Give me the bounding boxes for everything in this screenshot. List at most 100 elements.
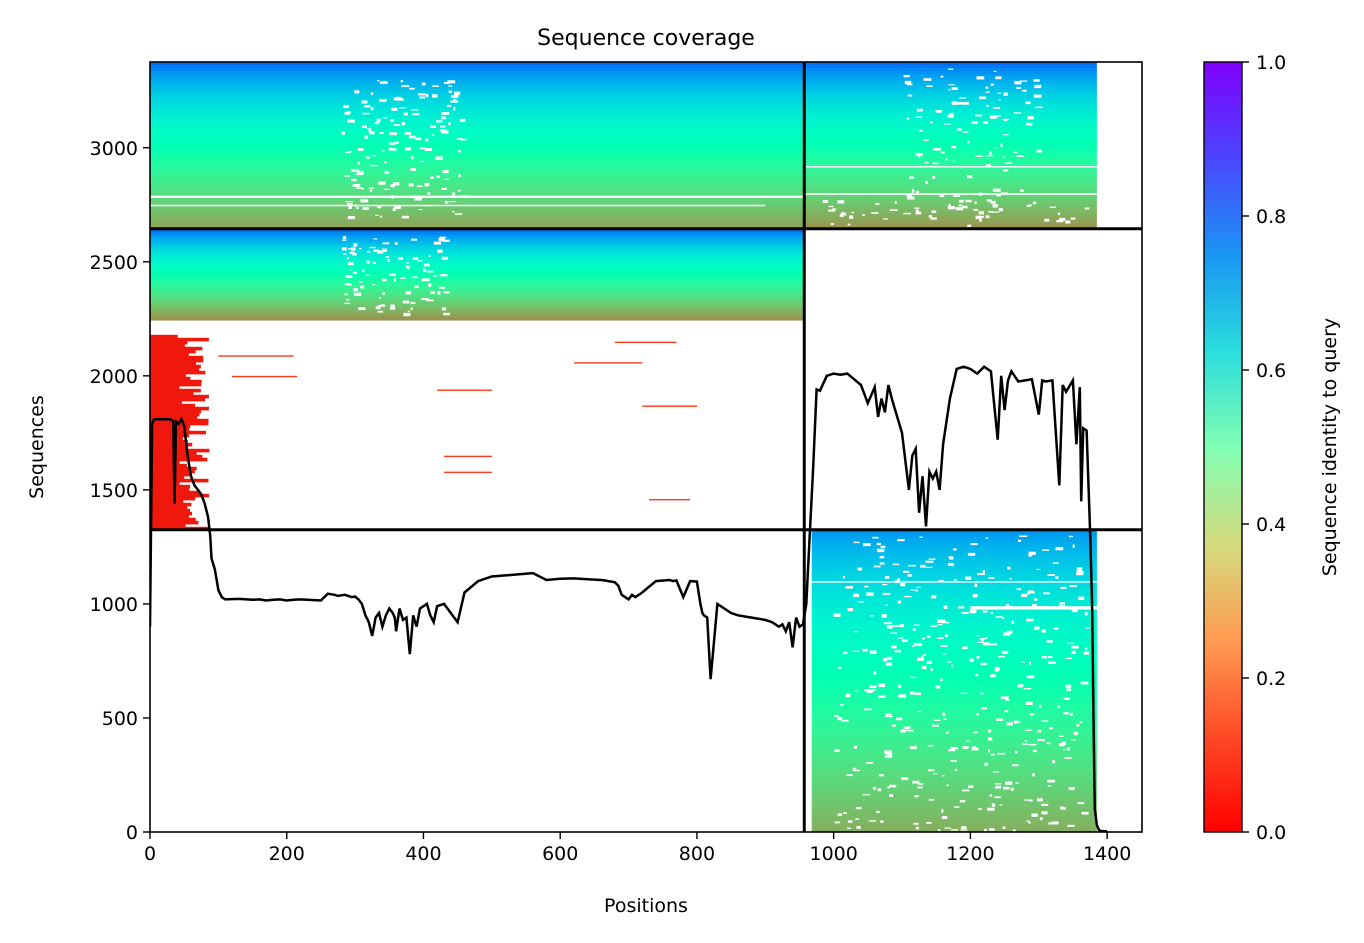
msa-gap xyxy=(990,83,994,86)
msa-row xyxy=(150,118,805,123)
msa-row xyxy=(804,85,1097,90)
msa-gap xyxy=(1041,629,1046,633)
msa-row xyxy=(804,139,1097,143)
msa-gap xyxy=(443,312,450,316)
msa-gap xyxy=(987,807,995,811)
msa-gap xyxy=(908,564,917,567)
msa-gap xyxy=(394,205,401,209)
msa-gap xyxy=(389,132,397,136)
msa-gap xyxy=(408,135,416,139)
msa-gap xyxy=(382,116,388,119)
msa-gap xyxy=(882,592,891,596)
msa-row xyxy=(150,184,805,188)
msa-gap xyxy=(935,685,941,689)
msa-row xyxy=(150,201,805,206)
msa-gap xyxy=(414,197,422,201)
msa-row xyxy=(811,598,1097,603)
msa-gap xyxy=(352,253,357,256)
msa-gap xyxy=(897,684,902,688)
msa-row xyxy=(150,433,189,438)
msa-row xyxy=(811,631,1097,636)
msa-gap xyxy=(354,90,360,94)
msa-gap xyxy=(1063,749,1067,751)
msa-gap xyxy=(380,304,386,307)
msa-gap xyxy=(1049,206,1056,208)
msa-row xyxy=(811,601,1097,606)
msa-row xyxy=(150,76,805,81)
msa-gap xyxy=(1002,632,1011,636)
msa-row xyxy=(150,151,805,155)
msa-row xyxy=(150,121,805,126)
msa-fragment xyxy=(573,362,643,364)
msa-row xyxy=(150,463,187,468)
msa-gap xyxy=(1043,592,1050,595)
msa-gap xyxy=(1025,729,1032,732)
msa-gap xyxy=(962,131,969,133)
msa-gap xyxy=(978,211,984,215)
msa-gap xyxy=(1017,539,1022,542)
msa-gap xyxy=(962,646,968,650)
msa-gap xyxy=(390,304,395,308)
msa-gap xyxy=(344,283,352,286)
msa-gap xyxy=(909,691,914,695)
msa-gap xyxy=(913,822,919,825)
msa-row xyxy=(811,796,1097,800)
msa-gap xyxy=(994,796,1001,799)
x-tick-label: 0 xyxy=(144,843,156,865)
msa-gap xyxy=(856,826,861,829)
msa-row xyxy=(150,337,209,342)
msa-gap xyxy=(348,248,352,250)
msa-gap xyxy=(1072,609,1078,613)
msa-gap xyxy=(446,104,451,108)
msa-gap xyxy=(433,241,442,245)
msa-gap xyxy=(941,809,944,813)
msa-row xyxy=(804,210,1097,215)
msa-row xyxy=(811,754,1097,758)
msa-gap xyxy=(991,803,996,807)
msa-gap xyxy=(845,586,854,589)
msa-row xyxy=(804,219,1097,224)
msa-gap xyxy=(374,122,380,125)
msa-row xyxy=(150,382,202,387)
msa-gap xyxy=(1037,730,1042,733)
msa-gap xyxy=(1058,742,1065,747)
msa-gap xyxy=(958,199,964,203)
msa-gap xyxy=(880,820,884,823)
msa-gap xyxy=(1051,821,1059,825)
msa-gap xyxy=(927,745,934,747)
msa-gap xyxy=(362,207,369,210)
msa-gap xyxy=(822,199,828,204)
msa-gap xyxy=(1076,571,1084,575)
msa-gap xyxy=(900,729,906,733)
msa-gap xyxy=(1076,724,1080,727)
msa-gap xyxy=(393,182,400,186)
msa-gap xyxy=(349,269,353,271)
msa-row xyxy=(150,256,805,260)
msa-gap xyxy=(907,94,913,97)
msa-gap xyxy=(942,653,947,655)
msa-row xyxy=(150,412,200,417)
msa-gap xyxy=(352,271,357,274)
msa-row xyxy=(804,178,1097,182)
msa-gap xyxy=(381,150,385,152)
msa-gap xyxy=(855,690,859,692)
msa-gap xyxy=(938,579,944,582)
msa-gap xyxy=(419,96,426,99)
msa-gap xyxy=(944,634,948,638)
msa-row xyxy=(150,340,188,345)
msa-row xyxy=(150,391,194,396)
msa-gap xyxy=(840,213,847,216)
msa-gap xyxy=(869,615,874,617)
msa-row xyxy=(150,280,805,285)
msa-gap xyxy=(951,145,957,149)
msa-gap xyxy=(1068,535,1073,538)
msa-gap xyxy=(346,203,353,206)
msa-gap xyxy=(915,826,920,830)
msa-gap xyxy=(842,575,845,579)
msa-gap xyxy=(360,199,369,203)
msa-gap xyxy=(913,624,920,626)
msa-gap xyxy=(406,262,410,264)
msa-gap xyxy=(1064,757,1072,759)
msa-row xyxy=(150,358,204,363)
msa-row xyxy=(811,778,1097,782)
